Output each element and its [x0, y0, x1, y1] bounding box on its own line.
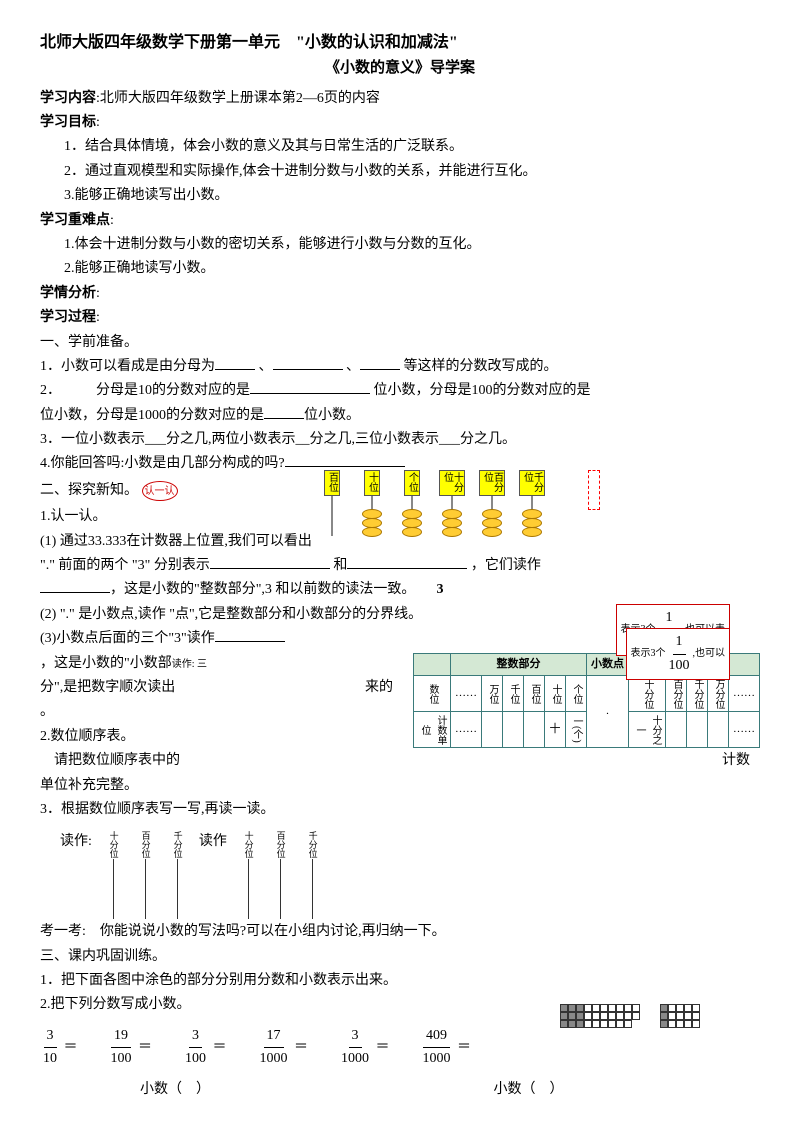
- prep-q3: 3．一位小数表示___分之几,两位小数表示__分之几,三位小数表示___分之几。: [40, 429, 760, 451]
- explore-item1-line2: "." 前面的两个 "3" 分别表示 和 ，它们读作: [40, 555, 760, 577]
- prep-heading: 一、学前准备。: [40, 332, 760, 354]
- practice-heading: 三、课内巩固训练。: [40, 946, 760, 968]
- grid-1: [560, 1004, 640, 1028]
- sec3-abacus-row: 读作: 十分位 百分位 千分位 读作 十分位 百分位 千分位: [40, 831, 760, 919]
- frac-1: 310 ＝: [40, 1025, 78, 1071]
- explore-item1-line3: ，这是小数的"整数部分",3 和以前数的读法一致。 3: [40, 579, 760, 601]
- goal-3: 3.能够正确地读写出小数。: [40, 185, 760, 207]
- difficulty-2: 2.能够正确地读写小数。: [40, 258, 760, 280]
- dashed-box: [588, 470, 600, 510]
- content-section: 学习内容:北师大版四年级数学上册课本第2—6页的内容: [40, 88, 760, 110]
- frac-6: 4091000 ＝: [420, 1025, 472, 1071]
- sec2-line1: 请把数位顺序表中的 计数: [40, 750, 760, 772]
- sec3-heading: 3．根据数位顺序表写一写,再读一读。: [40, 799, 760, 821]
- difficulty-section: 学习重难点:: [40, 210, 760, 232]
- sec3-think: 考一考: 你能说说小数的写法吗?可以在小组内讨论,再归纳一下。: [40, 921, 760, 943]
- sec2-line2: 单位补充完整。: [40, 775, 760, 797]
- abacus-small-2: 十分位 百分位 千分位: [240, 831, 320, 919]
- goal-section: 学习目标:: [40, 112, 760, 134]
- page-subtitle: 《小数的意义》导学案: [40, 56, 760, 80]
- goal-label: 学习目标: [40, 115, 96, 130]
- content-label: 学习内容: [40, 91, 96, 106]
- analysis-label: 学情分析: [40, 286, 96, 301]
- practice-q2: 2.把下列分数写成小数。: [40, 994, 760, 1016]
- practice-q1: 1．把下面各图中涂色的部分分别用分数和小数表示出来。: [40, 970, 760, 992]
- difficulty-1: 1.体会十进制分数与小数的密切关系，能够进行小数与分数的互化。: [40, 234, 760, 256]
- fraction-row: 310 ＝ 19100 ＝ 3100 ＝ 171000 ＝ 31000 ＝ 40…: [40, 1025, 760, 1071]
- page-title: 北师大版四年级数学下册第一单元 "小数的认识和加减法": [40, 30, 760, 56]
- analysis-section: 学情分析:: [40, 283, 760, 305]
- process-section: 学习过程:: [40, 307, 760, 329]
- abacus-small-1: 十分位 百分位 千分位: [105, 831, 185, 919]
- frac-4: 171000 ＝: [257, 1025, 309, 1071]
- explore-heading-row: 二、探究新知。 认一认 百位 十位 个位 十分位 百分位 千分位: [40, 480, 760, 502]
- goal-2: 2．通过直观模型和实际操作,体会十进制分数与小数的关系，并能进行互化。: [40, 161, 760, 183]
- frac-3: 3100 ＝: [182, 1025, 227, 1071]
- grid-shapes: [560, 1004, 700, 1028]
- explore-item3: (3)小数点后面的三个"3"读作 表示3个1100,也可以: [40, 628, 760, 650]
- prep-q1: 1．小数可以看成是由分母为 、 、 等这样的分数改写成的。: [40, 356, 760, 378]
- grid-2: [660, 1004, 700, 1028]
- prep-q2: 2． 分母是10的分数对应的是 位小数，分母是100的分数对应的是: [40, 380, 760, 402]
- explore-item2: (2) "." 是小数点,读作 "点",它是整数部分和小数部分的分界线。 表示3…: [40, 604, 760, 626]
- explore-heading: 二、探究新知。: [40, 483, 138, 498]
- frac-5: 31000 ＝: [338, 1025, 390, 1071]
- frac-2: 19100 ＝: [108, 1025, 153, 1071]
- abacus-diagram: 百位 十位 个位 十分位 百分位 千分位: [318, 470, 600, 536]
- reniyiren-icon: 认一认: [142, 481, 178, 501]
- difficulty-label: 学习重难点: [40, 213, 110, 228]
- goal-1: 1．结合具体情境，体会小数的意义及其与日常生活的广泛联系。: [40, 136, 760, 158]
- content-text: :北师大版四年级数学上册课本第2—6页的内容: [96, 91, 380, 106]
- xiaoshu-row: 小数（ ） 小数（ ）: [40, 1079, 760, 1101]
- callout-2: 表示3个1100,也可以: [626, 628, 731, 680]
- prep-q2-cont: 位小数，分母是1000的分数对应的是位小数。: [40, 405, 760, 427]
- process-label: 学习过程: [40, 310, 96, 325]
